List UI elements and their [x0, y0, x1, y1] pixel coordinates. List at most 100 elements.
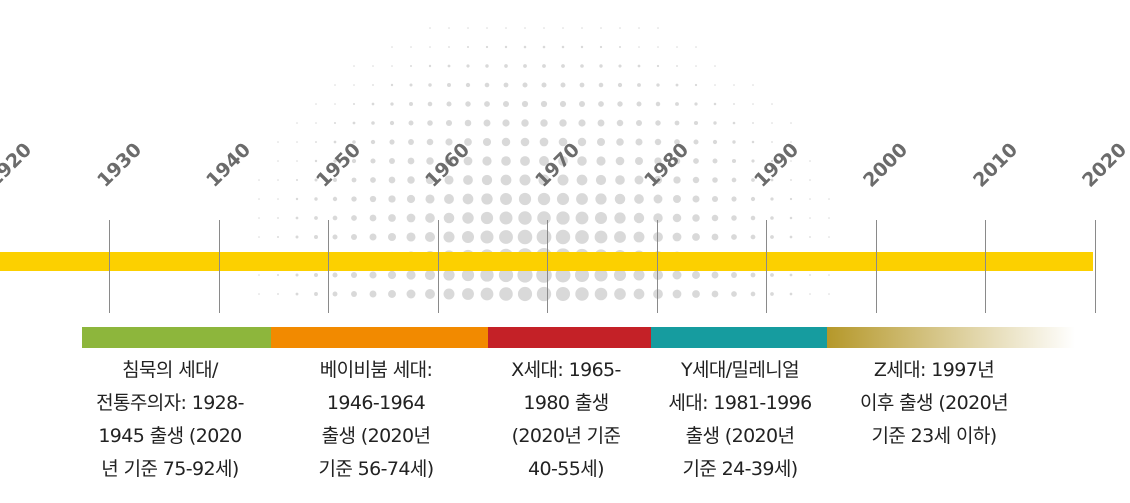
halftone-dot — [462, 193, 474, 205]
halftone-dot — [576, 193, 588, 205]
halftone-dot — [502, 100, 510, 108]
halftone-dot — [809, 274, 811, 276]
halftone-dot — [277, 293, 279, 295]
halftone-dot — [388, 176, 396, 184]
halftone-dot — [445, 119, 453, 127]
halftone-dot — [258, 236, 260, 238]
halftone-dot — [537, 192, 551, 206]
year-tick — [218, 220, 220, 313]
halftone-dot — [314, 292, 318, 296]
halftone-dot — [713, 121, 717, 125]
halftone-dot — [502, 119, 510, 127]
halftone-dot — [389, 158, 395, 164]
halftone-dot — [443, 231, 455, 243]
halftone-dot — [676, 46, 678, 48]
halftone-dot — [712, 177, 718, 183]
halftone-dot — [295, 273, 299, 277]
halftone-dot — [751, 159, 755, 163]
halftone-dot — [733, 103, 735, 105]
halftone-dot — [369, 214, 377, 222]
generation-label: X세대: 1965- 1980 출생 (2020년 기준 40-55세) — [511, 359, 621, 480]
halftone-dot — [577, 137, 587, 147]
halftone-dot — [656, 83, 660, 87]
halftone-dot — [315, 103, 317, 105]
halftone-dot — [277, 236, 279, 238]
halftone-dot — [809, 160, 811, 162]
halftone-dot — [410, 46, 412, 48]
halftone-dot — [555, 286, 571, 302]
halftone-dot — [615, 156, 625, 166]
halftone-dot — [444, 194, 454, 204]
year-tick — [875, 220, 877, 313]
halftone-dot — [616, 138, 624, 146]
halftone-dot — [828, 198, 830, 200]
halftone-dot — [480, 230, 494, 244]
halftone-dot — [314, 159, 318, 163]
halftone-dot — [522, 82, 528, 88]
halftone-dot — [750, 215, 756, 221]
halftone-dot — [277, 179, 279, 181]
halftone-dot — [334, 103, 336, 105]
halftone-dot — [463, 156, 473, 166]
halftone-dot — [296, 160, 298, 162]
halftone-dot — [258, 274, 260, 276]
halftone-dot — [731, 291, 737, 297]
halftone-dot — [750, 272, 756, 278]
halftone-dot — [501, 156, 511, 166]
halftone-dot — [614, 288, 626, 300]
halftone-dot — [770, 178, 774, 182]
halftone-dot — [464, 119, 472, 127]
halftone-dot — [575, 211, 589, 225]
halftone-dot — [711, 290, 719, 298]
halftone-dot — [427, 101, 433, 107]
halftone-dot — [809, 198, 811, 200]
year-tick — [547, 220, 548, 313]
generation-label: Y세대/밀레니얼 세대: 1981-1996 출생 (2020년 기준 24-3… — [668, 359, 812, 480]
halftone-dot — [579, 101, 585, 107]
halftone-dot — [693, 139, 699, 145]
halftone-dot — [426, 157, 434, 165]
halftone-dot — [461, 268, 475, 282]
halftone-dot — [712, 158, 718, 164]
halftone-dot — [732, 121, 736, 125]
halftone-dot — [410, 65, 412, 67]
halftone-dot — [498, 267, 514, 283]
halftone-dot — [562, 27, 564, 29]
halftone-dot — [408, 139, 414, 145]
halftone-dot — [524, 27, 526, 29]
halftone-dot — [372, 84, 374, 86]
halftone-dot — [388, 195, 396, 203]
halftone-dot — [332, 272, 338, 278]
halftone-dot — [771, 122, 773, 124]
halftone-dot — [752, 122, 754, 124]
halftone-dot — [467, 27, 469, 29]
halftone-dot — [556, 192, 570, 206]
halftone-dot — [750, 196, 756, 202]
halftone-dot — [388, 290, 396, 298]
year-tick — [766, 220, 767, 313]
halftone-dot — [675, 83, 679, 87]
halftone-dot — [771, 141, 773, 143]
halftone-dot — [315, 141, 317, 143]
halftone-dot — [505, 27, 507, 29]
halftone-dot — [541, 82, 547, 88]
halftone-dot — [296, 122, 298, 124]
halftone-dot — [443, 269, 455, 281]
halftone-dot — [334, 84, 336, 86]
halftone-dot — [517, 267, 533, 283]
halftone-dot — [575, 230, 589, 244]
halftone-dot — [467, 46, 469, 48]
halftone-dot — [350, 271, 358, 279]
halftone-dot — [351, 196, 357, 202]
halftone-dot — [499, 230, 513, 244]
halftone-dot — [542, 45, 546, 49]
halftone-dot — [427, 120, 433, 126]
halftone-dot — [695, 65, 697, 67]
halftone-dot — [424, 231, 436, 243]
halftone-dot — [770, 292, 774, 296]
halftone-dot — [424, 269, 436, 281]
halftone-dot — [653, 289, 663, 299]
halftone-dot — [636, 101, 642, 107]
halftone-dot — [580, 64, 584, 68]
